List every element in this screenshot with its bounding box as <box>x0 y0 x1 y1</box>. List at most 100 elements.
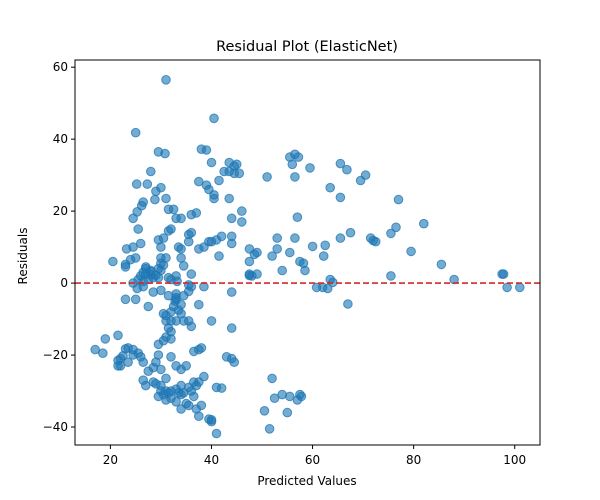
data-point-27 <box>131 179 142 189</box>
data-point-251 <box>98 348 108 359</box>
data-point-107 <box>194 244 204 254</box>
data-point-98 <box>244 270 255 281</box>
data-point-256 <box>181 361 191 371</box>
data-point-188 <box>176 308 186 319</box>
data-point-20 <box>209 193 219 204</box>
y-axis: −40 −20 0 20 40 60 <box>43 60 75 434</box>
plot-frame <box>74 59 541 446</box>
data-point-57 <box>419 218 429 229</box>
data-point-266 <box>264 424 275 434</box>
data-point-69 <box>515 282 525 293</box>
data-point-94 <box>244 256 255 267</box>
data-point-29 <box>161 193 171 204</box>
data-point-221 <box>206 415 217 425</box>
data-point-172 <box>130 294 141 305</box>
data-point-64 <box>436 259 447 270</box>
data-point-169 <box>156 285 166 296</box>
data-point-223 <box>216 383 227 393</box>
data-point-126 <box>226 287 237 297</box>
chart-title: Residual Plot (ElasticNet) <box>216 39 398 55</box>
data-point-271 <box>285 391 295 402</box>
data-point-250 <box>100 334 111 344</box>
data-point-267 <box>267 373 277 384</box>
data-point-112 <box>173 242 184 252</box>
data-point-253 <box>113 361 123 371</box>
data-point-50 <box>335 158 346 169</box>
data-point-59 <box>386 228 396 239</box>
y-axis-label: Residuals <box>16 228 30 285</box>
data-point-173 <box>143 301 154 312</box>
data-point-26 <box>142 179 153 189</box>
x-axis: 20 40 60 80 100 <box>103 445 526 467</box>
data-point-198 <box>166 352 176 362</box>
data-point-67 <box>498 269 509 279</box>
data-point-199 <box>156 364 166 375</box>
data-point-24 <box>151 186 161 197</box>
data-point-260 <box>196 343 207 353</box>
data-point-106 <box>214 251 224 261</box>
data-point-182 <box>186 321 197 332</box>
x-tick-label-40: 40 <box>204 453 219 467</box>
data-point-171 <box>120 294 131 305</box>
data-point-36 <box>176 213 186 224</box>
data-point-133 <box>156 242 166 252</box>
data-point-275 <box>229 357 239 368</box>
y-tick-label-40: 40 <box>53 132 68 146</box>
data-point-252 <box>90 344 100 355</box>
data-point-49 <box>325 182 336 193</box>
data-point-10 <box>231 159 242 170</box>
data-point-58 <box>391 222 401 233</box>
data-point-115 <box>178 261 189 271</box>
data-point-7 <box>206 157 217 168</box>
x-tick-label-20: 20 <box>103 453 118 467</box>
data-point-235 <box>138 375 148 386</box>
data-point-14 <box>234 168 245 179</box>
y-tick-label--40: −40 <box>43 420 68 434</box>
data-point-2 <box>130 127 141 138</box>
data-point-249 <box>113 330 123 341</box>
data-point-157 <box>121 244 132 254</box>
x-axis-label: Predicted Values <box>257 474 356 488</box>
data-point-73 <box>320 240 331 251</box>
x-tick-label-80: 80 <box>406 453 421 467</box>
data-point-241 <box>128 350 138 360</box>
data-point-42 <box>262 172 272 182</box>
data-point-155 <box>130 253 141 263</box>
data-point-51 <box>342 164 352 175</box>
y-tick-label--20: −20 <box>43 348 68 362</box>
data-point-28 <box>150 194 160 205</box>
data-point-89 <box>277 265 288 276</box>
data-point-226 <box>176 404 186 414</box>
data-point-159 <box>133 224 143 234</box>
data-point-270 <box>282 407 293 418</box>
data-point-236 <box>143 366 154 377</box>
data-point-40 <box>237 206 247 216</box>
data-point-77 <box>300 265 310 276</box>
data-point-113 <box>176 253 186 263</box>
points-layer <box>90 75 525 439</box>
y-tick-label-0: 0 <box>60 276 68 290</box>
data-point-110 <box>183 229 194 240</box>
data-point-1 <box>209 113 219 124</box>
data-point-72 <box>335 233 346 243</box>
data-point-45 <box>293 152 304 162</box>
data-point-74 <box>307 241 318 252</box>
data-point-158 <box>135 238 146 249</box>
data-point-88 <box>285 247 295 258</box>
data-point-261 <box>191 380 202 391</box>
data-point-71 <box>345 227 356 238</box>
y-tick-label-20: 20 <box>53 204 68 218</box>
data-point-16 <box>194 176 204 187</box>
data-point-38 <box>191 208 202 218</box>
data-point-224 <box>211 428 222 439</box>
data-point-4 <box>160 148 170 159</box>
x-tick-label-60: 60 <box>305 453 320 467</box>
data-point-128 <box>226 323 237 333</box>
x-tick-label-100: 100 <box>503 453 526 467</box>
data-point-90 <box>267 251 277 261</box>
data-point-85 <box>272 233 283 243</box>
data-point-54 <box>360 170 371 180</box>
data-point-56 <box>292 212 303 222</box>
data-point-124 <box>194 299 204 310</box>
data-point-52 <box>335 192 346 203</box>
